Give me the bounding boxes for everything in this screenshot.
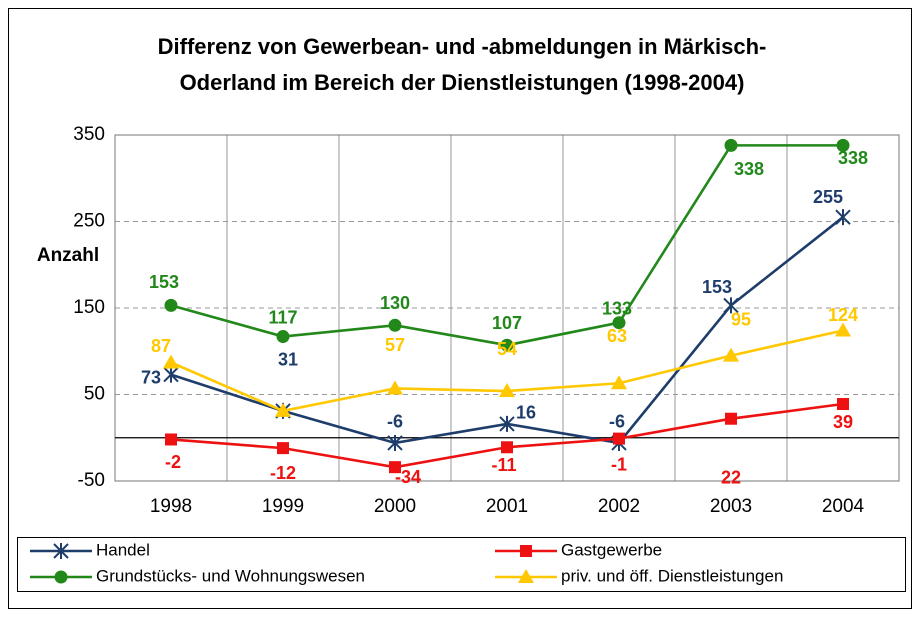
marker: [518, 569, 534, 583]
data-label: 87: [151, 336, 171, 356]
marker: [277, 442, 289, 455]
marker: [54, 570, 68, 584]
marker: [387, 380, 403, 395]
marker: [724, 138, 738, 152]
marker: [613, 432, 625, 445]
data-label: -34: [395, 467, 421, 487]
x-tick-label: 2003: [710, 496, 752, 517]
marker: [389, 461, 401, 474]
data-label: 117: [268, 307, 297, 327]
marker: [163, 354, 179, 369]
chart-title: Differenz von Gewerbean- und -abmeldunge…: [158, 34, 767, 59]
legend-label: Gastgewerbe: [561, 540, 662, 559]
marker: [725, 412, 737, 425]
data-label: 39: [833, 412, 853, 432]
marker: [723, 297, 739, 314]
marker: [520, 545, 532, 557]
marker: [499, 383, 515, 398]
marker: [275, 402, 291, 417]
data-label: -12: [270, 463, 296, 483]
x-tick-label: 2001: [486, 496, 528, 517]
data-label: 31: [278, 350, 298, 370]
x-tick-label: 2000: [374, 496, 416, 517]
marker: [836, 138, 850, 152]
data-label: -6: [609, 412, 625, 432]
y-tick-label: 250: [73, 211, 105, 232]
data-label: -2: [165, 452, 181, 472]
legend-label: Grundstücks- und Wohnungswesen: [96, 566, 365, 585]
data-label: 338: [734, 159, 764, 179]
data-label: 153: [149, 272, 179, 292]
marker: [163, 366, 179, 383]
data-label: 124: [828, 305, 858, 325]
marker: [835, 209, 851, 226]
marker: [387, 434, 403, 451]
plot-area: [114, 134, 900, 482]
x-tick-label: 2004: [822, 496, 865, 517]
marker: [835, 322, 851, 337]
marker: [837, 398, 849, 411]
y-tick-label: 350: [73, 124, 105, 145]
x-tick-label: 1998: [150, 496, 192, 517]
data-label: 54: [497, 339, 517, 359]
marker: [723, 347, 739, 362]
data-label: 95: [731, 309, 751, 329]
data-label: 63: [607, 326, 627, 346]
marker: [164, 298, 178, 312]
legend: [17, 537, 906, 592]
data-label: 73: [141, 367, 161, 387]
marker: [388, 318, 402, 332]
data-label: 255: [813, 187, 843, 207]
marker: [501, 441, 513, 454]
chart-title: Oderland im Bereich der Dienstleistungen…: [180, 70, 745, 95]
x-tick-label: 1999: [262, 496, 304, 517]
data-label: 133: [602, 298, 632, 318]
y-axis-label: Anzahl: [37, 245, 99, 266]
legend-label: Handel: [96, 540, 150, 559]
data-label: 153: [702, 277, 732, 297]
data-label: 130: [380, 293, 410, 313]
data-label: 22: [721, 467, 741, 487]
y-tick-label: 150: [73, 297, 105, 318]
data-label: 338: [838, 148, 868, 168]
data-label: 16: [516, 403, 536, 423]
marker: [611, 375, 627, 390]
marker: [276, 330, 290, 344]
data-label: -6: [387, 412, 403, 432]
data-label: 107: [492, 313, 522, 333]
marker: [500, 338, 514, 352]
x-tick-label: 2002: [598, 496, 640, 517]
marker: [53, 543, 69, 559]
data-label: -1: [611, 454, 627, 474]
y-tick-label: -50: [78, 470, 105, 491]
data-label: -11: [491, 455, 516, 475]
data-label: 57: [385, 335, 405, 355]
marker: [165, 433, 177, 446]
marker: [499, 415, 515, 432]
legend-label: priv. und öff. Dienstleistungen: [561, 566, 783, 585]
marker: [612, 316, 626, 330]
y-tick-label: 50: [84, 384, 105, 405]
